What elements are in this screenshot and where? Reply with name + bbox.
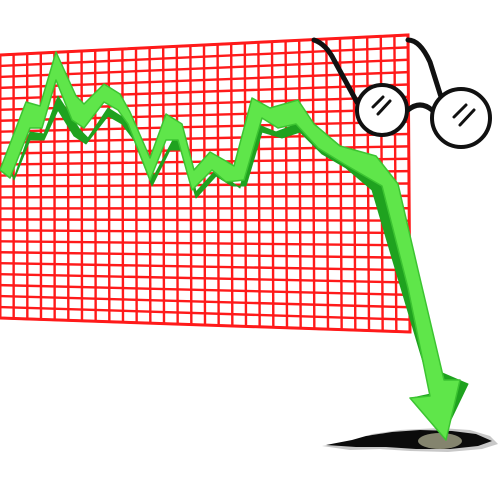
grid-horizontal-line: [0, 218, 410, 222]
grid-horizontal-line: [0, 305, 410, 321]
glasses-left-arm: [311, 37, 361, 107]
grid-horizontal-line: [0, 272, 410, 284]
grid-horizontal-line: [0, 194, 410, 199]
grid-horizontal-line: [0, 294, 410, 309]
right-lens-glint: [452, 103, 476, 127]
hole-rim-glow: [418, 433, 462, 449]
grid-horizontal-line: [0, 132, 409, 144]
glasses-right-arm: [405, 37, 445, 103]
grid-horizontal-line: [0, 283, 410, 297]
glasses-right-lens: [430, 87, 492, 149]
grid-horizontal-line: [0, 229, 410, 235]
grid-horizontal-line: [0, 46, 409, 68]
glasses-bridge: [405, 102, 435, 113]
ground-hole-icon: [322, 428, 498, 452]
grid-horizontal-line: [0, 262, 410, 272]
grid-horizontal-line: [0, 58, 409, 79]
grid-horizontal-line: [0, 316, 411, 334]
left-lens-glint: [371, 95, 392, 116]
grid-horizontal-line: [0, 120, 409, 133]
round-eyeglasses-icon: [311, 37, 492, 149]
grid-horizontal-line: [0, 240, 410, 247]
grid-horizontal-line: [0, 33, 409, 57]
grid-horizontal-line: [0, 251, 410, 259]
downward-trend-arrow-icon: [0, 51, 461, 441]
